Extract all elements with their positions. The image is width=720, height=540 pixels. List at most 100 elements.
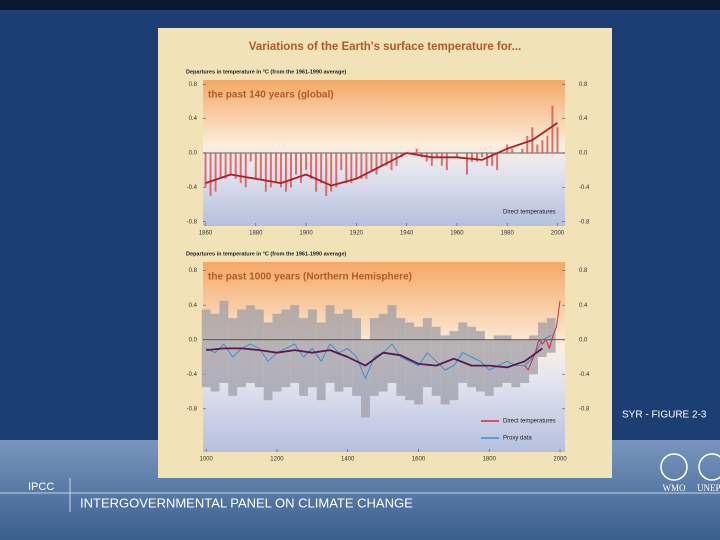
y-tick-label: -0.8: [579, 406, 590, 412]
bar: [295, 153, 298, 175]
bar: [370, 153, 373, 171]
bar: [269, 153, 272, 188]
org-short: IPCC: [28, 481, 54, 493]
y-tick-label: 0.4: [579, 303, 588, 309]
bar: [274, 153, 277, 184]
x-tick-label: 2000: [551, 231, 565, 237]
x-tick-label: 1980: [501, 231, 515, 237]
bar: [521, 148, 524, 153]
x-tick-label: 1200: [270, 457, 284, 463]
y-tick-label: -0.8: [187, 406, 198, 412]
bar: [380, 153, 383, 166]
bar: [234, 153, 237, 179]
x-tick-label: 1880: [249, 231, 263, 237]
bar: [229, 153, 232, 175]
bar: [315, 153, 318, 192]
bar: [330, 153, 333, 192]
bar: [214, 153, 217, 192]
bar: [465, 153, 468, 175]
y-tick-label: 0.0: [579, 151, 588, 157]
axis-label: Departures in temperature in °C (from th…: [186, 251, 346, 257]
x-tick-label: 1000: [200, 457, 214, 463]
bar: [335, 153, 338, 188]
y-tick-label: 0.0: [189, 337, 198, 343]
bar: [546, 135, 549, 153]
bar: [375, 153, 378, 175]
bar: [279, 153, 282, 188]
y-tick-label: -0.4: [187, 372, 198, 378]
x-tick-label: 1900: [299, 231, 313, 237]
bar: [244, 153, 247, 188]
y-tick-label: 0.8: [189, 82, 198, 88]
bar: [219, 153, 222, 179]
bar: [300, 153, 303, 184]
bar: [310, 153, 313, 179]
y-tick-label: -0.8: [579, 219, 590, 225]
top-strip: [0, 0, 720, 10]
uncertainty-band: [502, 335, 512, 383]
bar: [345, 153, 348, 184]
y-tick-label: 0.4: [579, 116, 588, 122]
bar: [254, 153, 257, 179]
bar: [350, 153, 353, 184]
bar: [305, 153, 308, 171]
bar: [486, 153, 489, 166]
bar: [209, 153, 212, 196]
bar: [259, 153, 262, 179]
bar: [541, 140, 544, 153]
figure-title: Variations of the Earth's surface temper…: [249, 41, 521, 53]
y-tick-label: 0.0: [189, 151, 198, 157]
caption: SYR - FIGURE 2-3: [622, 410, 707, 421]
bar: [435, 153, 438, 158]
bar: [289, 153, 292, 188]
org-full: INTERGOVERNMENTAL PANEL ON CLIMATE CHANG…: [80, 495, 413, 510]
bar: [470, 153, 473, 162]
uncertainty-band: [219, 300, 229, 383]
y-tick-label: 0.8: [189, 268, 198, 274]
bar: [264, 153, 267, 192]
x-tick-label: 1400: [341, 457, 355, 463]
legend-label: Direct temperatures: [503, 210, 556, 216]
bar: [445, 153, 448, 171]
logo-unep: [698, 453, 720, 481]
bar: [455, 153, 458, 158]
bar: [496, 153, 499, 171]
subtitle: the past 140 years (global): [208, 90, 334, 101]
y-tick-label: 0.0: [579, 337, 588, 343]
y-tick-label: 0.8: [579, 268, 588, 274]
logo-text: UNEP: [697, 483, 720, 493]
bar: [551, 105, 554, 153]
y-tick-label: 0.8: [579, 82, 588, 88]
bar: [204, 153, 207, 188]
uncertainty-band: [493, 335, 503, 388]
bar: [320, 153, 323, 184]
bar: [511, 148, 514, 153]
smoothed-line: [205, 122, 559, 187]
bar: [385, 153, 388, 166]
bar: [355, 153, 358, 179]
y-tick-label: -0.4: [579, 372, 590, 378]
bar: [340, 153, 343, 171]
bar: [249, 153, 252, 162]
bar: [491, 153, 494, 166]
y-tick-label: -0.4: [187, 185, 198, 191]
y-tick-label: -0.8: [187, 219, 198, 225]
x-tick-label: 1920: [350, 231, 364, 237]
logo-wmo: [660, 453, 688, 481]
bar: [415, 148, 418, 153]
y-tick-label: 0.4: [189, 303, 198, 309]
y-tick-label: 0.4: [189, 116, 198, 122]
bar: [360, 153, 363, 179]
x-tick-label: 1800: [483, 457, 497, 463]
bar: [395, 153, 398, 166]
data-line: [524, 300, 561, 371]
bar: [526, 135, 529, 153]
bar: [239, 153, 242, 184]
bar: [325, 153, 328, 196]
bar: [284, 153, 287, 192]
logo-text: WMO: [663, 483, 686, 493]
axis-label: Departures in temperature in °C (from th…: [186, 69, 346, 75]
bar: [224, 153, 227, 179]
